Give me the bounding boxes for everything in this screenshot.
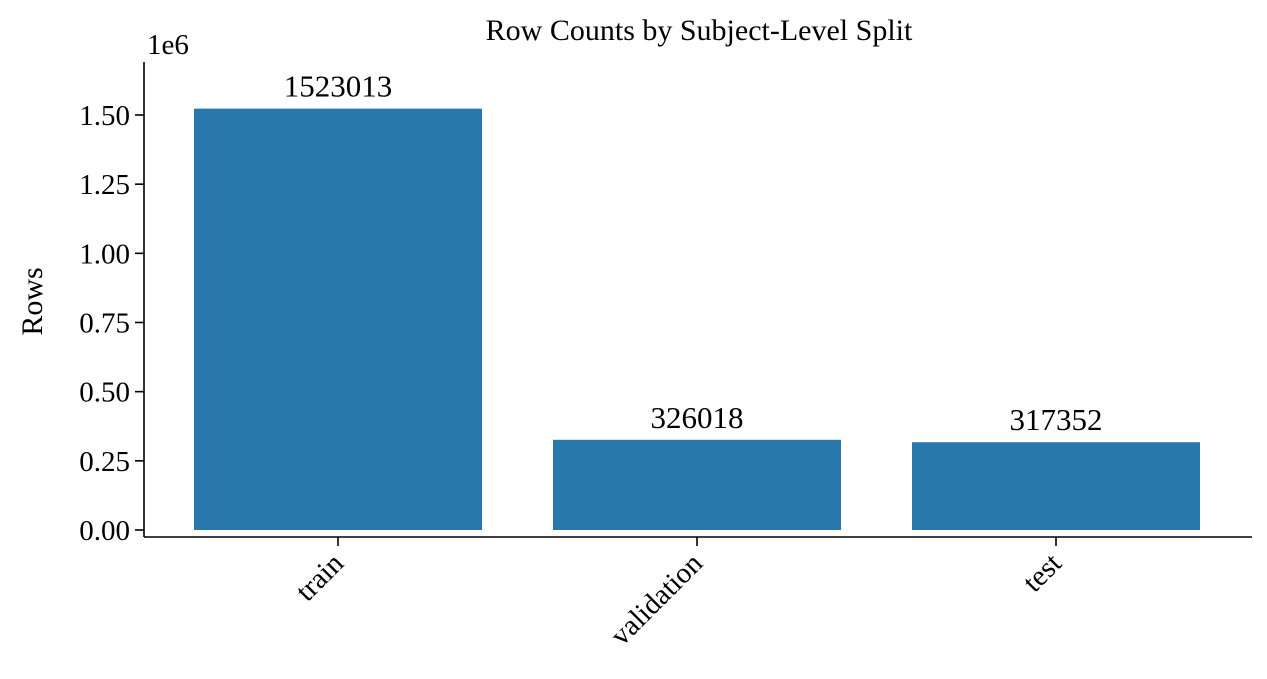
x-axis: train validation test	[144, 536, 1252, 652]
y-axis-offset-label: 1e6	[147, 29, 189, 61]
data-labels-group: 1523013 326018 317352	[284, 69, 1103, 438]
x-tick-label-train: train	[290, 547, 351, 608]
y-tick-label: 0.00	[79, 515, 130, 547]
y-tick-label: 1.00	[79, 238, 130, 270]
data-label-validation: 326018	[651, 400, 744, 435]
data-label-train: 1523013	[284, 69, 393, 104]
x-tick-label-test: test	[1017, 547, 1068, 598]
bars-group	[194, 108, 1200, 531]
y-axis-label: Rows	[16, 267, 49, 335]
y-tick-label: 1.25	[79, 169, 130, 201]
y-tick-label: 0.75	[79, 308, 130, 340]
bar-train	[194, 108, 482, 531]
y-axis: 0.00 0.25 0.50 0.75 1.00 1.25 1.50	[79, 62, 145, 547]
bar-test	[912, 442, 1200, 530]
y-tick-label: 1.50	[79, 100, 130, 132]
chart-title: Row Counts by Subject-Level Split	[486, 14, 913, 47]
x-tick-label-validation: validation	[604, 547, 709, 652]
y-tick-label: 0.50	[79, 377, 130, 409]
y-tick-label: 0.25	[79, 446, 130, 478]
bar-validation	[553, 439, 841, 530]
data-label-test: 317352	[1010, 402, 1103, 437]
